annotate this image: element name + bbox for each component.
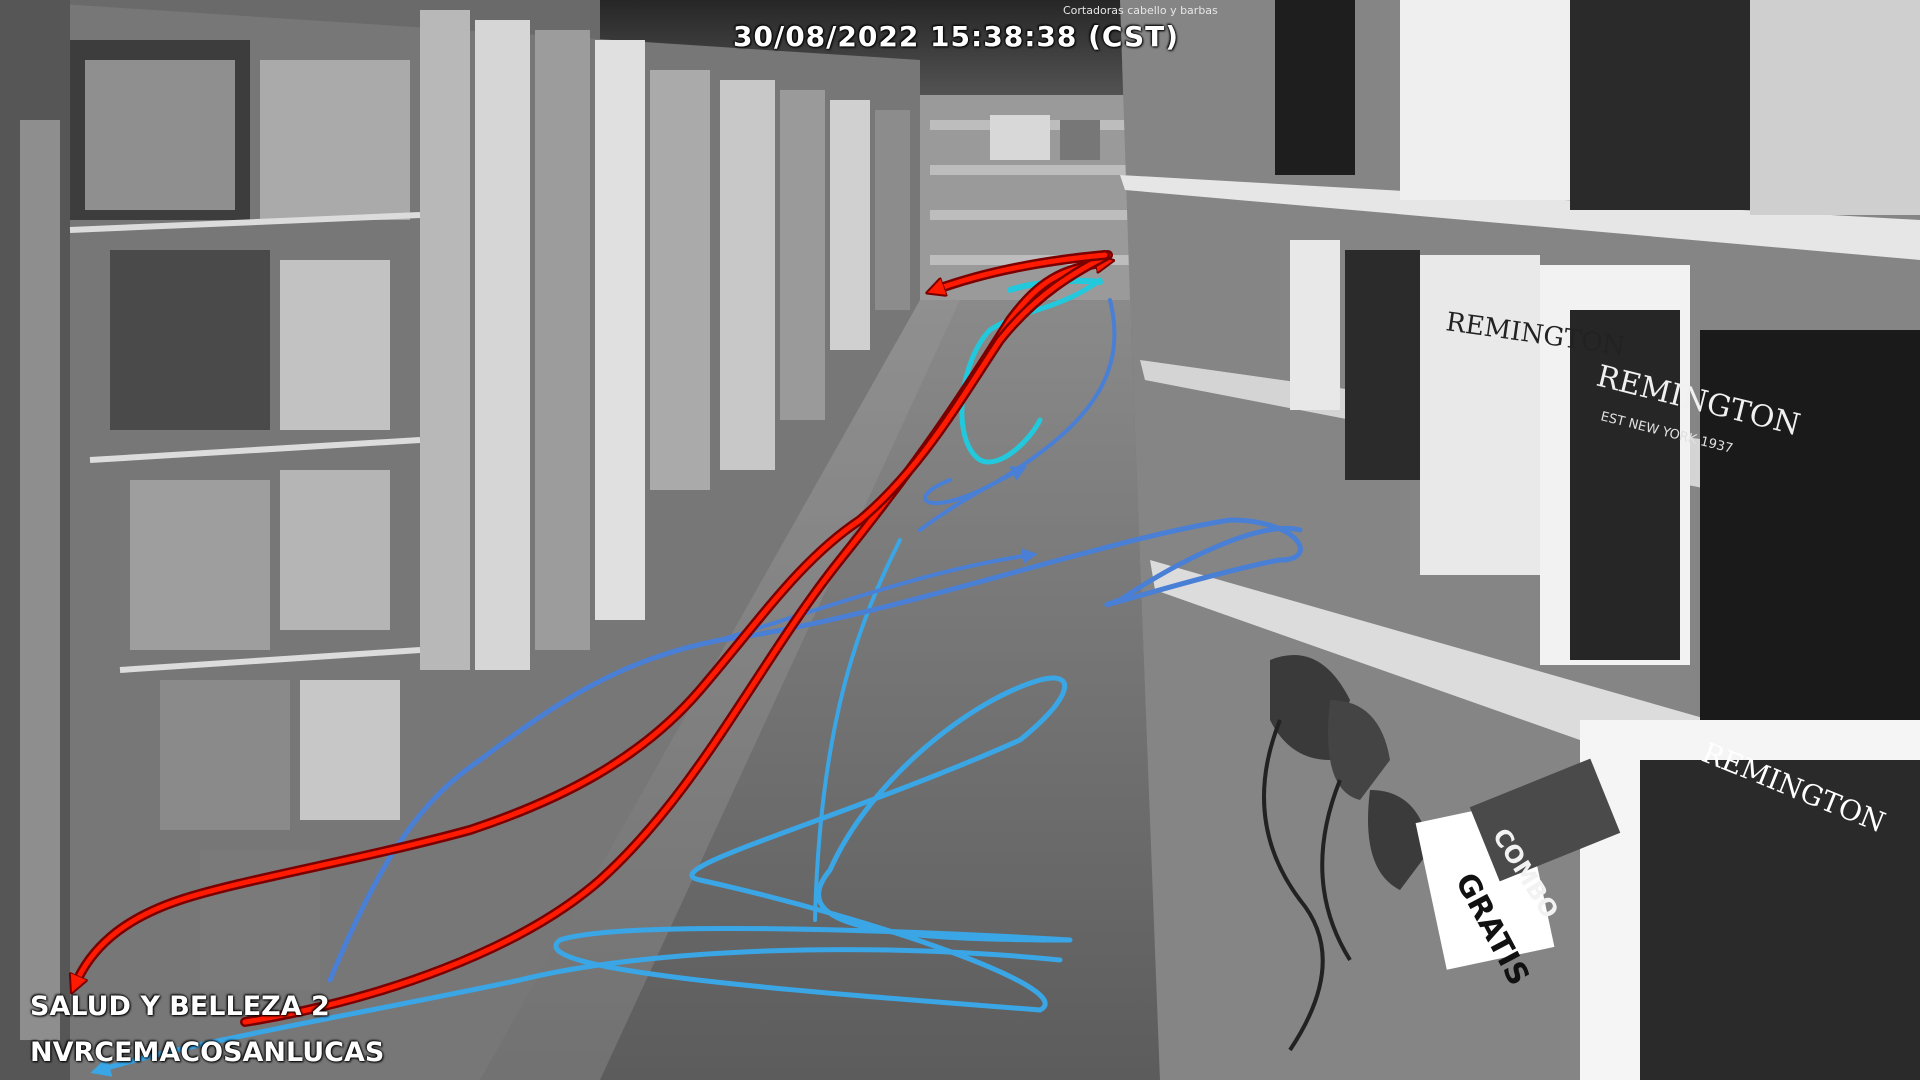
track-blue-1 — [327, 517, 1303, 983]
camera-timestamp: 30/08/2022 15:38:38 (CST) — [733, 20, 1180, 53]
track-light-blue-1 — [553, 675, 1073, 1013]
remington-boxes — [1275, 0, 1920, 1080]
track-light-blue-3 — [813, 538, 902, 922]
camera-zone-label: SALUD Y BELLEZA 2 — [30, 991, 330, 1022]
ceiling-sign: Cortadoras cabello y barbas — [1063, 4, 1218, 17]
hair-dryer-display — [1262, 655, 1621, 1052]
left-textile-products — [0, 0, 910, 1080]
track-red-1-core — [242, 262, 1105, 1025]
track-red-top-core — [935, 252, 1108, 290]
motion-tracks — [75, 250, 1303, 1077]
track-red-2-core — [75, 252, 1111, 985]
aisle-floor — [480, 300, 1160, 1080]
track-blue-4 — [923, 298, 1117, 506]
track-blue-2 — [718, 548, 1038, 642]
camera-store-label: NVRCEMACOSANLUCAS — [30, 1037, 385, 1068]
track-light-blue-2 — [90, 947, 1063, 1077]
